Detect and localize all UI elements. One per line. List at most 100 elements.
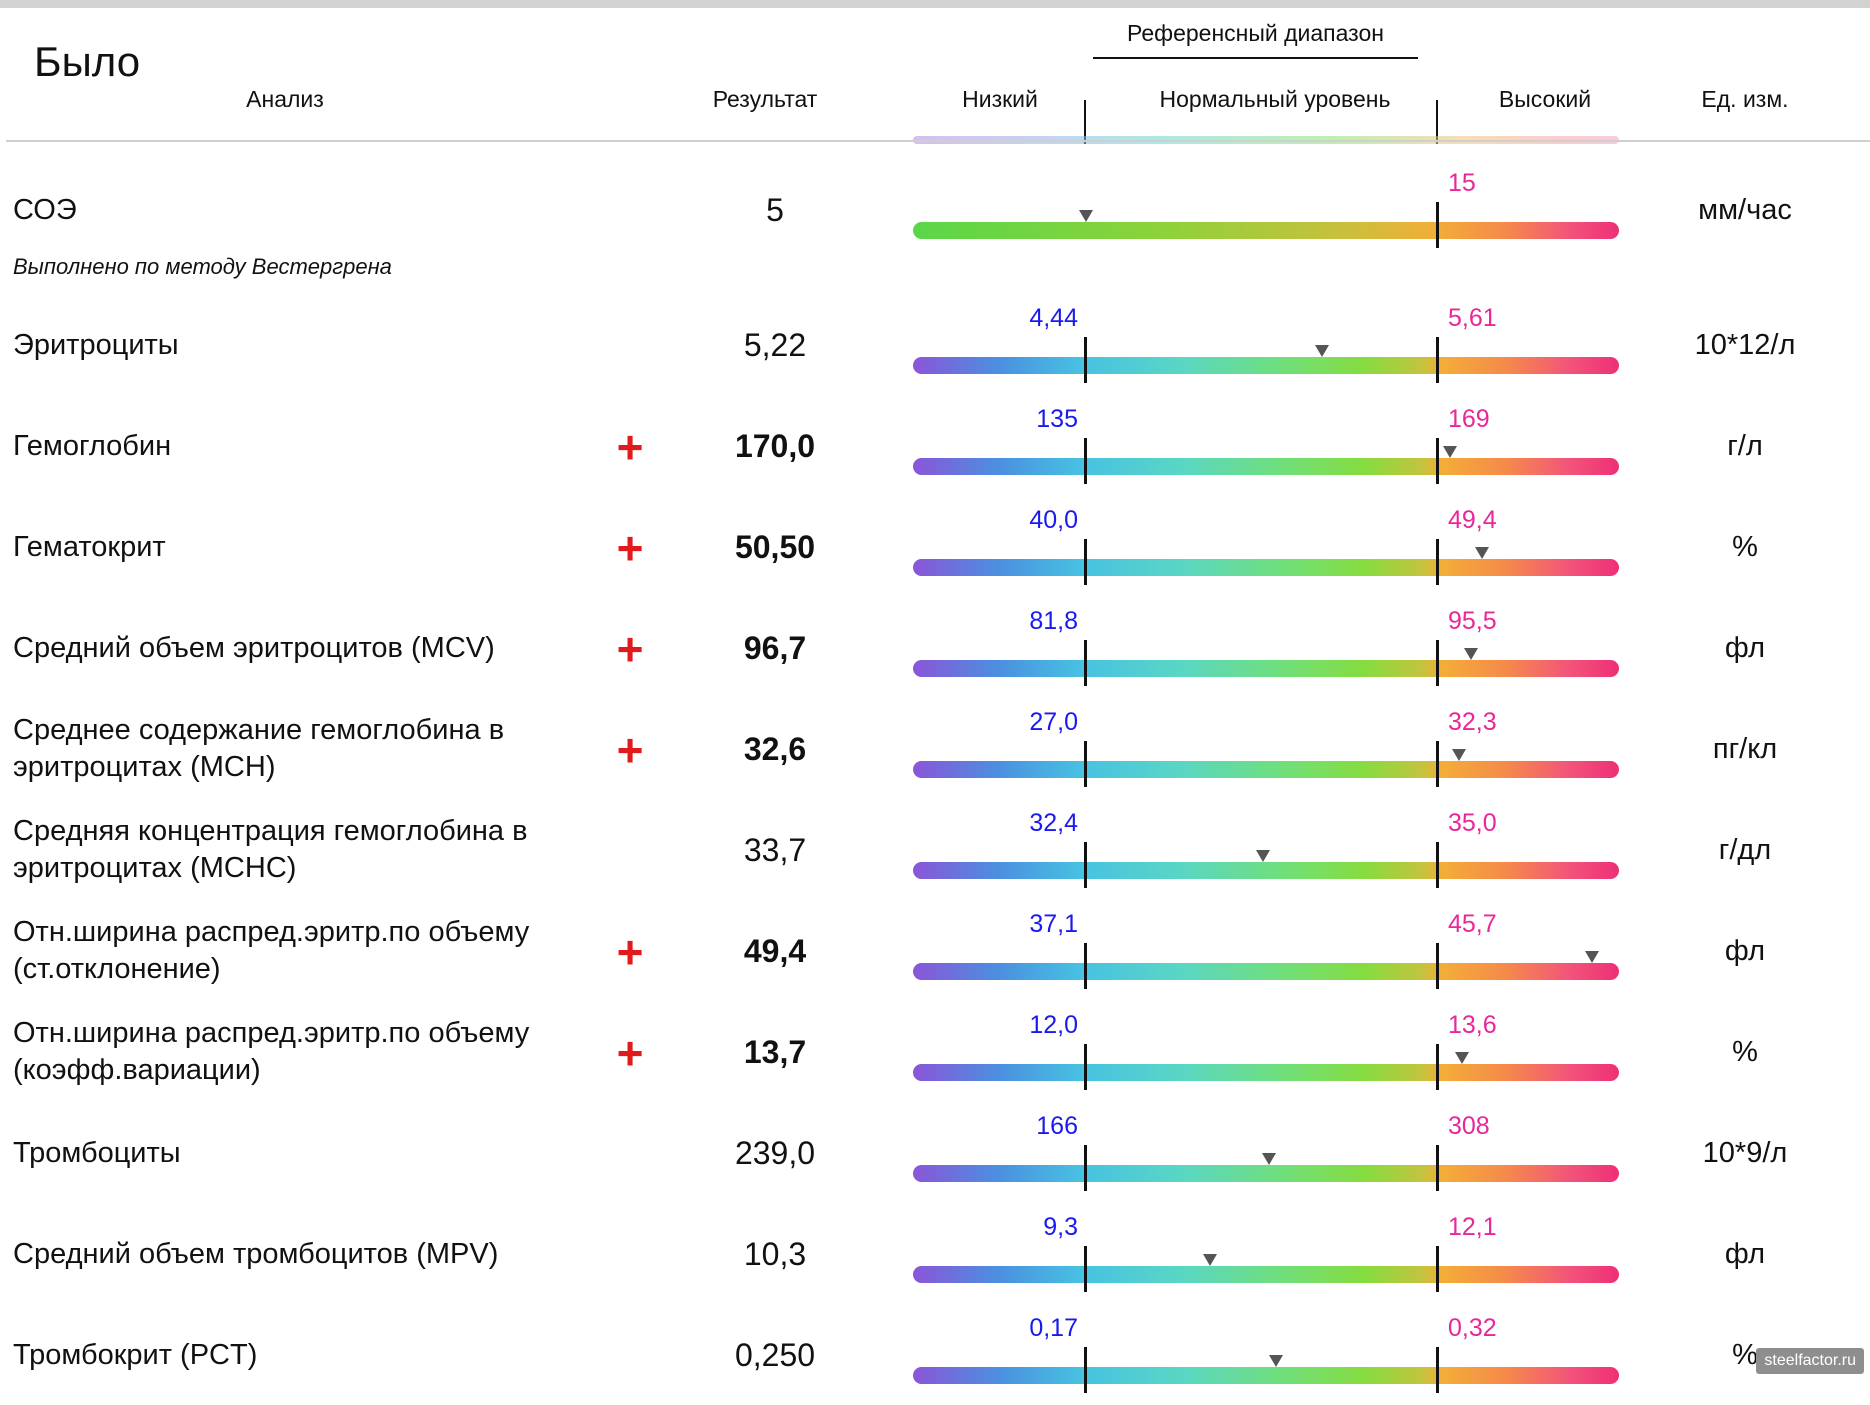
analysis-name: Средний объем эритроцитов (MCV) xyxy=(13,631,495,664)
high-threshold-label: 32,3 xyxy=(1448,708,1497,736)
high-threshold-label: 15 xyxy=(1448,169,1476,197)
low-threshold-label: 81,8 xyxy=(1029,607,1078,635)
unit: фл xyxy=(1724,935,1766,967)
range-bar xyxy=(913,222,1619,239)
result-marker-icon xyxy=(1454,1052,1469,1064)
unit: фл xyxy=(1724,632,1766,664)
range-bar xyxy=(913,660,1619,677)
table-row: Средний объем тромбоцитов (MPV) 10,3 9,3 12… xyxy=(0,1204,1870,1304)
result-value: 32,6 xyxy=(743,731,807,767)
column-header-normal: Нормальный уровень xyxy=(1159,86,1391,112)
table-row: Тромбоциты 239,0 166 308 10*9/л xyxy=(0,1103,1870,1203)
result-value: 33,7 xyxy=(743,832,807,868)
header-separator xyxy=(6,140,1870,142)
result-marker-icon xyxy=(1202,1254,1217,1266)
result-value: 10,3 xyxy=(743,1236,807,1272)
low-threshold-label: 166 xyxy=(1036,1112,1078,1140)
low-threshold-tick xyxy=(1084,438,1087,484)
analysis-name: Среднее содержание гемоглобина в эритроц… xyxy=(13,714,505,783)
high-threshold-tick xyxy=(1436,337,1439,383)
out-of-range-flag: + xyxy=(616,522,644,574)
low-threshold-label: 27,0 xyxy=(1029,708,1078,736)
table-row: Отн.ширина распред.эритр.по объему (коэф… xyxy=(0,1002,1870,1102)
range-bar xyxy=(913,458,1619,475)
column-header-unit: Ед. изм. xyxy=(1701,86,1789,112)
page-title: Было xyxy=(34,38,141,85)
unit: % xyxy=(1732,1339,1758,1371)
low-threshold-tick xyxy=(1084,539,1087,585)
table-row: Гематокрит +50,50 40,0 49,4% xyxy=(0,497,1870,597)
result-value: 96,7 xyxy=(743,630,807,666)
low-threshold-tick xyxy=(1084,640,1087,686)
out-of-range-flag: + xyxy=(616,421,644,473)
high-threshold-tick xyxy=(1436,202,1439,248)
result-marker-icon xyxy=(1078,210,1093,222)
low-threshold-label: 40,0 xyxy=(1029,506,1078,534)
high-threshold-label: 35,0 xyxy=(1448,809,1497,837)
analysis-name: СОЭ xyxy=(13,193,77,226)
unit: % xyxy=(1732,1036,1758,1068)
result-value: 5,22 xyxy=(743,327,807,363)
high-threshold-label: 13,6 xyxy=(1448,1011,1497,1039)
high-threshold-label: 5,61 xyxy=(1448,304,1497,332)
unit: г/л xyxy=(1727,430,1763,462)
high-threshold-label: 45,7 xyxy=(1448,910,1497,938)
high-threshold-tick xyxy=(1436,943,1439,989)
result-marker-icon xyxy=(1475,547,1490,559)
reference-range-underline xyxy=(1093,57,1418,59)
result-value: 13,7 xyxy=(743,1034,807,1070)
result-marker-icon xyxy=(1442,446,1457,458)
out-of-range-flag: + xyxy=(616,623,644,675)
high-threshold-label: 95,5 xyxy=(1448,607,1497,635)
result-value: 239,0 xyxy=(734,1135,816,1171)
out-of-range-flag: + xyxy=(616,724,644,776)
header-high-divider xyxy=(1436,100,1438,144)
high-threshold-label: 169 xyxy=(1448,405,1490,433)
high-threshold-tick xyxy=(1436,1347,1439,1393)
range-bar xyxy=(913,1165,1619,1182)
out-of-range-flag: + xyxy=(616,926,644,978)
low-threshold-label: 37,1 xyxy=(1029,910,1078,938)
column-header-result: Результат xyxy=(712,86,818,112)
result-value: 170,0 xyxy=(734,428,816,464)
range-bar xyxy=(913,1367,1619,1384)
analysis-name: Гемоглобин xyxy=(13,429,172,462)
low-threshold-label: 9,3 xyxy=(1043,1213,1078,1241)
high-threshold-tick xyxy=(1436,640,1439,686)
unit: мм/час xyxy=(1698,194,1792,226)
top-border xyxy=(0,0,1870,8)
column-header-analysis: Анализ xyxy=(246,86,324,112)
result-value: 50,50 xyxy=(734,529,816,565)
range-bar xyxy=(913,559,1619,576)
high-threshold-label: 0,32 xyxy=(1448,1314,1497,1342)
table-row: Средний объем эритроцитов (MCV) +96,7 81,8… xyxy=(0,598,1870,698)
unit: г/дл xyxy=(1718,834,1772,866)
unit: 10*12/л xyxy=(1694,329,1796,361)
analysis-name: Гематокрит xyxy=(13,530,166,563)
low-threshold-tick xyxy=(1084,337,1087,383)
unit: пг/кл xyxy=(1712,733,1778,765)
high-threshold-tick xyxy=(1436,438,1439,484)
table-row: Среднее содержание гемоглобина в эритроц… xyxy=(0,699,1870,799)
low-threshold-tick xyxy=(1084,1246,1087,1292)
result-marker-icon xyxy=(1315,345,1330,357)
reference-range-title: Референсный диапазон xyxy=(1127,20,1384,46)
high-threshold-tick xyxy=(1436,1145,1439,1191)
unit: 10*9/л xyxy=(1702,1137,1788,1169)
analysis-name: Средняя концентрация гемоглобина в эритр… xyxy=(13,815,528,884)
low-threshold-tick xyxy=(1084,842,1087,888)
low-threshold-label: 32,4 xyxy=(1029,809,1078,837)
analysis-name: Средний объем тромбоцитов (MPV) xyxy=(13,1237,499,1270)
analysis-name: Отн.ширина распред.эритр.по объему (коэф… xyxy=(13,1017,530,1086)
low-threshold-tick xyxy=(1084,1145,1087,1191)
low-threshold-label: 0,17 xyxy=(1029,1314,1078,1342)
range-bar xyxy=(913,862,1619,879)
analysis-name: Тромбокрит (PCT) xyxy=(13,1338,258,1371)
table-row: Отн.ширина распред.эритр.по объему (ст.о… xyxy=(0,901,1870,1001)
low-threshold-label: 135 xyxy=(1036,405,1078,433)
table-row: Эритроциты 5,22 4,44 5,61 10*12/л xyxy=(0,295,1870,395)
range-bar xyxy=(913,761,1619,778)
result-marker-icon xyxy=(1256,850,1271,862)
analysis-name: Отн.ширина распред.эритр.по объему (ст.о… xyxy=(13,916,530,985)
result-value: 0,250 xyxy=(734,1337,816,1373)
